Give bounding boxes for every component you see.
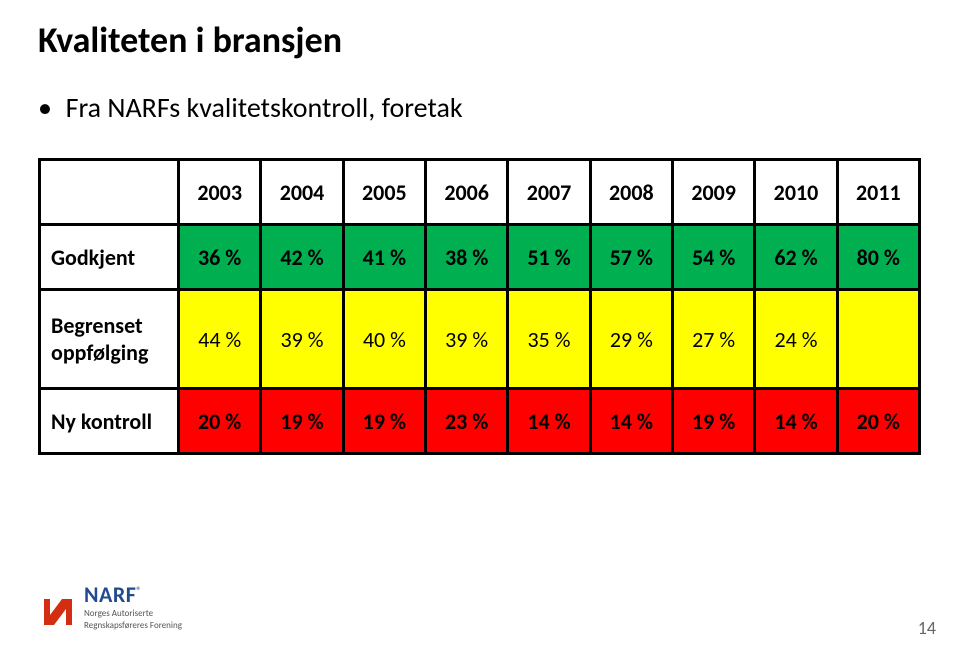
data-table-wrap: 200320042005200620072008200920102011Godk… [38,158,921,455]
table-header-year: 2007 [508,160,590,225]
table-cell: 14 % [590,389,672,454]
logo-sub2: Regnskapsføreres Forening [84,621,182,631]
table-cell: 27 % [672,290,754,389]
logo-mark-icon [38,591,78,631]
table-cell: 20 % [837,389,919,454]
logo-reg: ® [136,584,141,597]
logo-name: NARF [84,581,136,608]
table-header-year: 2011 [837,160,919,225]
table-row: Begrensetoppfølging44 %39 %40 %39 %35 %2… [40,290,920,389]
table-cell: 35 % [508,290,590,389]
table-cell: 39 % [426,290,508,389]
table-cell: 38 % [426,225,508,290]
table-cell: 23 % [426,389,508,454]
page-number: 14 [918,617,936,639]
bullet-text: Fra NARFs kvalitetskontroll, foretak [66,90,463,125]
logo-sub1: Norges Autoriserte [84,609,182,619]
table-header-year: 2005 [343,160,425,225]
table-cell: 24 % [755,290,837,389]
table-cell: 19 % [343,389,425,454]
table-cell [837,290,919,389]
table-cell: 39 % [261,290,343,389]
table-header-blank [40,160,179,225]
bullet-row: • Fra NARFs kvalitetskontroll, foretak [38,90,463,125]
table-cell: 57 % [590,225,672,290]
table-cell: 41 % [343,225,425,290]
bullet-glyph: • [38,90,52,125]
table-row: Ny kontroll20 %19 %19 %23 %14 %14 %19 %1… [40,389,920,454]
table-cell: 42 % [261,225,343,290]
table-header-row: 200320042005200620072008200920102011 [40,160,920,225]
table-row-label: Ny kontroll [40,389,179,454]
table-header-year: 2008 [590,160,672,225]
logo-text: NARF® Norges Autoriserte Regnskapsførere… [84,584,182,631]
table-cell: 19 % [672,389,754,454]
table-cell: 51 % [508,225,590,290]
table-cell: 29 % [590,290,672,389]
table-header-year: 2010 [755,160,837,225]
table-header-year: 2006 [426,160,508,225]
table-cell: 40 % [343,290,425,389]
table-cell: 14 % [755,389,837,454]
table-row-label: Godkjent [40,225,179,290]
table-cell: 54 % [672,225,754,290]
data-table: 200320042005200620072008200920102011Godk… [38,158,921,455]
table-cell: 44 % [179,290,261,389]
table-cell: 14 % [508,389,590,454]
table-cell: 20 % [179,389,261,454]
table-cell: 62 % [755,225,837,290]
table-cell: 36 % [179,225,261,290]
table-header-year: 2003 [179,160,261,225]
table-row: Godkjent36 %42 %41 %38 %51 %57 %54 %62 %… [40,225,920,290]
table-header-year: 2004 [261,160,343,225]
slide: Kvaliteten i bransjen • Fra NARFs kvalit… [0,0,960,661]
table-cell: 80 % [837,225,919,290]
table-cell: 19 % [261,389,343,454]
table-row-label: Begrensetoppfølging [40,290,179,389]
slide-title: Kvaliteten i bransjen [38,18,342,62]
footer-logo: NARF® Norges Autoriserte Regnskapsførere… [38,584,182,631]
table-header-year: 2009 [672,160,754,225]
